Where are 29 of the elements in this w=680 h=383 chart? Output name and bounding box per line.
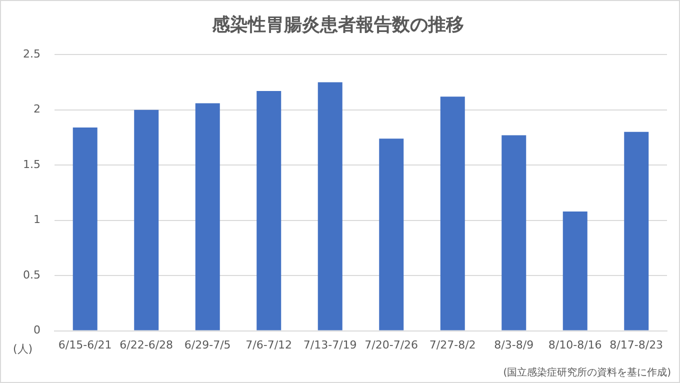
x-tick-label: 6/29-7/5 <box>184 338 231 352</box>
bar <box>134 110 159 330</box>
x-tick-label: 7/27-8/2 <box>429 338 476 352</box>
y-tick-label: 0 <box>33 324 40 337</box>
bar <box>195 103 220 330</box>
y-tick-label: 1.5 <box>22 158 40 171</box>
x-tick-label: 8/3-8/9 <box>494 338 534 352</box>
chart-title: 感染性胃腸炎患者報告数の推移 <box>211 14 464 36</box>
bar <box>624 132 649 330</box>
bar <box>379 138 404 330</box>
y-tick-label: 2 <box>33 102 40 116</box>
bar <box>440 96 465 330</box>
x-tick-label: 7/6-7/12 <box>246 338 292 352</box>
bar <box>72 128 98 330</box>
x-tick-label: 8/10-8/16 <box>548 338 602 352</box>
bar <box>256 91 282 330</box>
x-tick-label: 6/22-6/28 <box>120 338 174 352</box>
bar <box>562 211 588 330</box>
x-tick-label: 7/20-7/26 <box>364 338 418 352</box>
text: (国立感染症研究所の資料を基に作成) <box>503 366 672 379</box>
x-tick-label: 8/17-8/23 <box>610 338 664 352</box>
bar <box>318 82 342 330</box>
y-tick-label: 2.5 <box>22 47 40 60</box>
y-tick-label: 0.5 <box>22 268 40 282</box>
x-tick-label: 7/13-7/19 <box>303 338 357 352</box>
x-tick-label: 6/15-6/21 <box>58 338 112 352</box>
bar <box>502 135 526 330</box>
y-axis-title: (人) <box>13 342 33 356</box>
y-tick-label: 1 <box>33 213 40 226</box>
